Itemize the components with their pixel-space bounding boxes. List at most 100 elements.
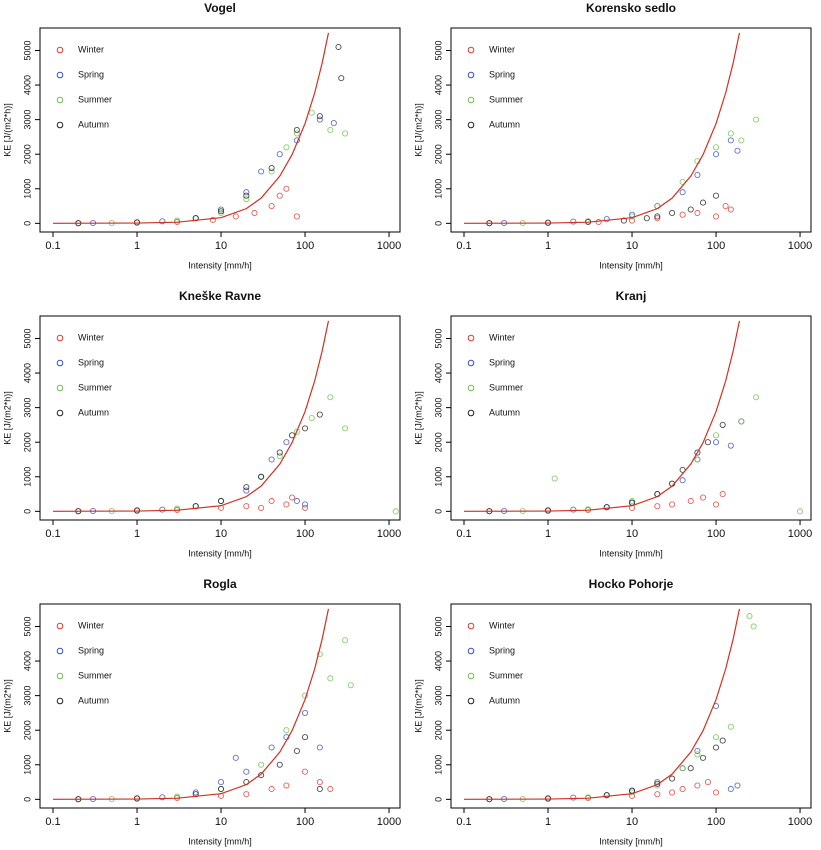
x-tick-label: 100 xyxy=(296,240,314,252)
legend-marker xyxy=(467,121,475,129)
legend-label: Spring xyxy=(489,69,515,79)
y-tick-label: 2000 xyxy=(22,432,32,452)
point xyxy=(243,768,250,775)
point xyxy=(712,144,720,151)
point xyxy=(268,168,275,175)
point xyxy=(734,147,741,154)
x-tick-label: 0.1 xyxy=(45,816,60,828)
point xyxy=(654,213,661,220)
point xyxy=(679,189,686,196)
point xyxy=(727,785,734,793)
point xyxy=(687,765,694,772)
point xyxy=(327,126,334,134)
point xyxy=(719,737,726,744)
point xyxy=(342,637,349,644)
point xyxy=(283,727,290,734)
point xyxy=(276,452,283,460)
fit-curve xyxy=(53,32,330,224)
point xyxy=(268,744,275,751)
point xyxy=(570,218,577,225)
legend-label: Summer xyxy=(489,670,523,680)
point xyxy=(301,425,309,432)
point xyxy=(753,394,760,401)
legend-marker xyxy=(467,71,475,79)
point xyxy=(727,723,734,730)
x-tick-label: 100 xyxy=(707,528,725,540)
points xyxy=(486,394,804,515)
point xyxy=(217,785,225,793)
fit-curve xyxy=(464,608,741,800)
points xyxy=(486,116,760,227)
point xyxy=(316,651,323,658)
point xyxy=(603,504,610,511)
point xyxy=(712,432,720,439)
point xyxy=(283,144,290,151)
point xyxy=(746,613,753,620)
x-tick-label: 0.1 xyxy=(456,816,471,828)
y-tick-label: 5000 xyxy=(433,40,443,60)
point xyxy=(301,709,309,716)
point xyxy=(276,192,283,199)
legend-marker xyxy=(56,697,64,705)
point xyxy=(699,494,707,501)
legend-label: Autumn xyxy=(489,407,520,417)
y-tick-label: 1000 xyxy=(433,467,443,487)
point xyxy=(712,439,720,446)
x-tick-label: 10 xyxy=(626,528,638,540)
point xyxy=(217,209,225,217)
point xyxy=(293,213,300,220)
point xyxy=(694,209,701,217)
legend-label: Summer xyxy=(489,94,523,104)
y-tick-label: 0 xyxy=(433,221,443,226)
point xyxy=(694,747,701,754)
legend-label: Summer xyxy=(78,382,112,392)
point xyxy=(544,507,552,514)
point xyxy=(243,791,250,798)
legend-marker xyxy=(56,384,64,392)
y-tick-label: 2000 xyxy=(433,720,443,740)
point xyxy=(276,449,283,456)
point xyxy=(308,109,315,116)
point xyxy=(338,75,345,82)
point xyxy=(727,206,734,213)
point xyxy=(174,217,181,224)
point xyxy=(283,782,290,789)
x-tick-label: 1000 xyxy=(788,816,812,828)
y-tick-label: 5000 xyxy=(22,616,32,636)
point xyxy=(712,501,720,508)
point xyxy=(217,206,225,213)
point xyxy=(347,682,354,689)
y-tick-label: 5000 xyxy=(433,616,443,636)
x-tick-label: 1 xyxy=(545,240,551,252)
point xyxy=(192,789,199,796)
point xyxy=(174,505,181,512)
legend-label: Spring xyxy=(78,645,104,655)
y-tick-label: 0 xyxy=(433,797,443,802)
legend-label: Autumn xyxy=(78,407,109,417)
point xyxy=(603,792,610,799)
legend-label: Spring xyxy=(78,357,104,367)
y-tick-label: 2000 xyxy=(433,432,443,452)
legend-label: Winter xyxy=(78,332,104,342)
fit-curve xyxy=(464,32,741,224)
y-tick-label: 5000 xyxy=(22,328,32,348)
point xyxy=(753,116,760,123)
y-axis-label: KE [J/(m2*h)] xyxy=(413,391,423,445)
point xyxy=(687,206,694,213)
point xyxy=(293,497,300,505)
x-tick-label: 100 xyxy=(296,816,314,828)
points xyxy=(75,43,349,227)
legend-label: Autumn xyxy=(78,695,109,705)
x-tick-label: 10 xyxy=(626,240,638,252)
point xyxy=(679,211,686,218)
point xyxy=(316,116,323,123)
point xyxy=(243,196,250,203)
y-tick-label: 3000 xyxy=(433,110,443,130)
legend-label: Summer xyxy=(78,94,112,104)
point xyxy=(133,795,141,802)
y-tick-label: 3000 xyxy=(22,686,32,706)
y-tick-label: 3000 xyxy=(433,686,443,706)
legend-marker xyxy=(467,359,475,367)
y-tick-label: 0 xyxy=(433,509,443,514)
x-tick-label: 10 xyxy=(626,816,638,828)
